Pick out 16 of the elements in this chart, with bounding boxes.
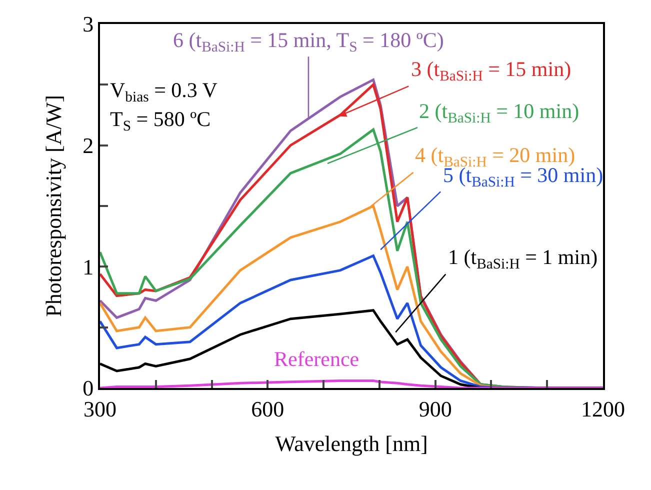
x-tick-label: 1200 [581, 396, 625, 422]
annotation: 3 (t$_{BaSi:H}$ = 15 min) [411, 57, 572, 84]
line-series [100, 379, 603, 388]
x-axis-title: Wavelength [nm] [275, 430, 428, 456]
y-tick-label: 2 [82, 133, 94, 158]
x-tick-label: 600 [251, 396, 284, 422]
annotation: T$_{S}$ = 580 ºC [110, 107, 211, 134]
annotation: Reference [274, 347, 360, 371]
annotation: V$_{bias}$ = 0.3 V [110, 78, 218, 106]
annotation: 1 (t$_{BaSi:H}$ = 1 min) [448, 245, 598, 272]
y-axis-title: Photoresponsivity [A/W] [40, 95, 66, 317]
y-tick-label: 1 [82, 254, 94, 280]
x-tick-label: 900 [418, 396, 452, 422]
annotation: 6 (t$_{BaSi:H}$ = 15 min, T$_{S}$ = 180 ºC) [173, 28, 444, 56]
y-tick-label: 3 [82, 12, 94, 37]
annotation: 2 (t$_{BaSi:H}$ = 10 min) [419, 99, 580, 126]
